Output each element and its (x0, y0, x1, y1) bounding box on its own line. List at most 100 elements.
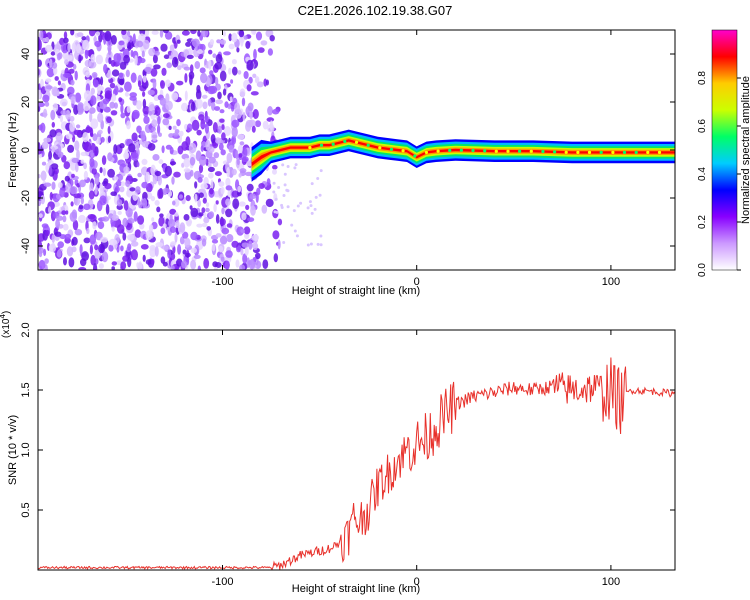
noise-speckle (237, 185, 242, 193)
noise-speckle (41, 141, 49, 150)
spectrogram-noise (38, 30, 323, 270)
noise-speckle (205, 207, 210, 213)
noise-speckle (221, 124, 225, 131)
noise-speckle (183, 214, 190, 221)
noise-speckle (184, 252, 191, 258)
noise-speckle (131, 132, 138, 142)
noise-speckle (189, 64, 194, 73)
noise-speckle (218, 245, 224, 253)
noise-speckle (269, 120, 274, 131)
noise-speckle (157, 189, 162, 200)
noise-speckle (38, 68, 41, 76)
noise-speckle (130, 72, 137, 83)
noise-speckle (142, 39, 150, 50)
noise-speckle (229, 96, 233, 102)
snr-x-ticks: -100 0 100 (211, 330, 620, 588)
noise-speckle (56, 249, 62, 258)
snr-multiplier-exp: 4 (0, 314, 7, 319)
noise-speckle (218, 143, 224, 151)
noise-speckle (74, 70, 78, 81)
noise-speckle (99, 167, 103, 174)
noise-speckle (66, 246, 74, 257)
noise-speckle (100, 136, 105, 143)
noise-speckle (243, 71, 249, 79)
noise-speckle (89, 244, 93, 255)
noise-speckle (118, 72, 124, 78)
noise-speckle (85, 126, 93, 133)
noise-speckle (108, 244, 114, 252)
ridge-speckle (308, 146, 312, 150)
x-tick-label: 0 (414, 276, 420, 288)
noise-speckle (164, 165, 172, 177)
noise-speckle (231, 240, 239, 248)
noise-speckle (266, 79, 269, 86)
noise-speckle (272, 108, 280, 115)
noise-speckle (105, 56, 109, 64)
noise-speckle (240, 247, 244, 256)
noise-speckle (38, 39, 42, 51)
noise-speckle (181, 30, 190, 36)
noise-speckle (76, 149, 80, 160)
noise-speckle (156, 206, 161, 213)
noise-speckle (159, 213, 164, 218)
noise-speckle (60, 109, 68, 116)
noise-speckle (169, 213, 173, 225)
noise-speckle (143, 116, 150, 124)
noise-speckle (38, 89, 41, 99)
colorbar-scale (711, 29, 738, 271)
noise-speckle (86, 227, 90, 235)
noise-speckle (137, 215, 145, 225)
noise-speckle (213, 152, 220, 159)
noise-speckle (77, 102, 85, 113)
noise-speckle (112, 239, 118, 250)
noise-speckle (176, 258, 183, 267)
noise-speckle (209, 39, 215, 45)
noise-speckle (118, 78, 125, 86)
noise-speckle (202, 197, 207, 204)
noise-speckle (101, 251, 109, 263)
noise-speckle (183, 168, 191, 173)
noise-speckle (152, 154, 160, 161)
noise-speckle (98, 243, 106, 254)
noise-speckle (68, 68, 75, 74)
ridge-speckle (553, 150, 557, 154)
ridge-speckle (389, 147, 394, 151)
noise-speckle (219, 235, 228, 245)
noise-speckle (75, 124, 81, 129)
noise-speckle (94, 40, 101, 48)
noise-speckle (113, 53, 122, 63)
snr-plot-area (38, 330, 675, 570)
noise-speckle (110, 110, 118, 116)
y-tick-label: -40 (20, 238, 32, 254)
noise-speckle (277, 186, 281, 189)
noise-speckle (209, 85, 218, 94)
noise-speckle (38, 213, 43, 219)
noise-speckle (189, 49, 194, 55)
noise-speckle (210, 179, 214, 190)
noise-speckle (228, 145, 234, 153)
noise-speckle (167, 249, 172, 259)
noise-speckle (246, 183, 254, 192)
noise-speckle (166, 226, 171, 231)
noise-speckle (97, 221, 105, 230)
noise-speckle (267, 106, 273, 116)
noise-speckle (142, 75, 147, 83)
noise-speckle (262, 120, 269, 130)
noise-speckle (160, 256, 166, 264)
noise-speckle (188, 142, 197, 154)
noise-speckle (103, 63, 108, 74)
noise-speckle (45, 44, 53, 53)
figure-title: C2E1.2026.102.19.38.G07 (298, 3, 453, 18)
noise-speckle (221, 132, 226, 141)
noise-speckle (200, 183, 208, 190)
noise-speckle (144, 66, 152, 73)
noise-speckle (314, 195, 318, 199)
noise-speckle (71, 236, 78, 246)
noise-speckle (100, 76, 104, 86)
noise-speckle (90, 118, 99, 129)
noise-speckle (169, 226, 177, 233)
noise-speckle (202, 94, 208, 99)
spectrogram-ridge (251, 129, 675, 182)
noise-speckle (38, 147, 42, 155)
noise-speckle (129, 187, 136, 192)
